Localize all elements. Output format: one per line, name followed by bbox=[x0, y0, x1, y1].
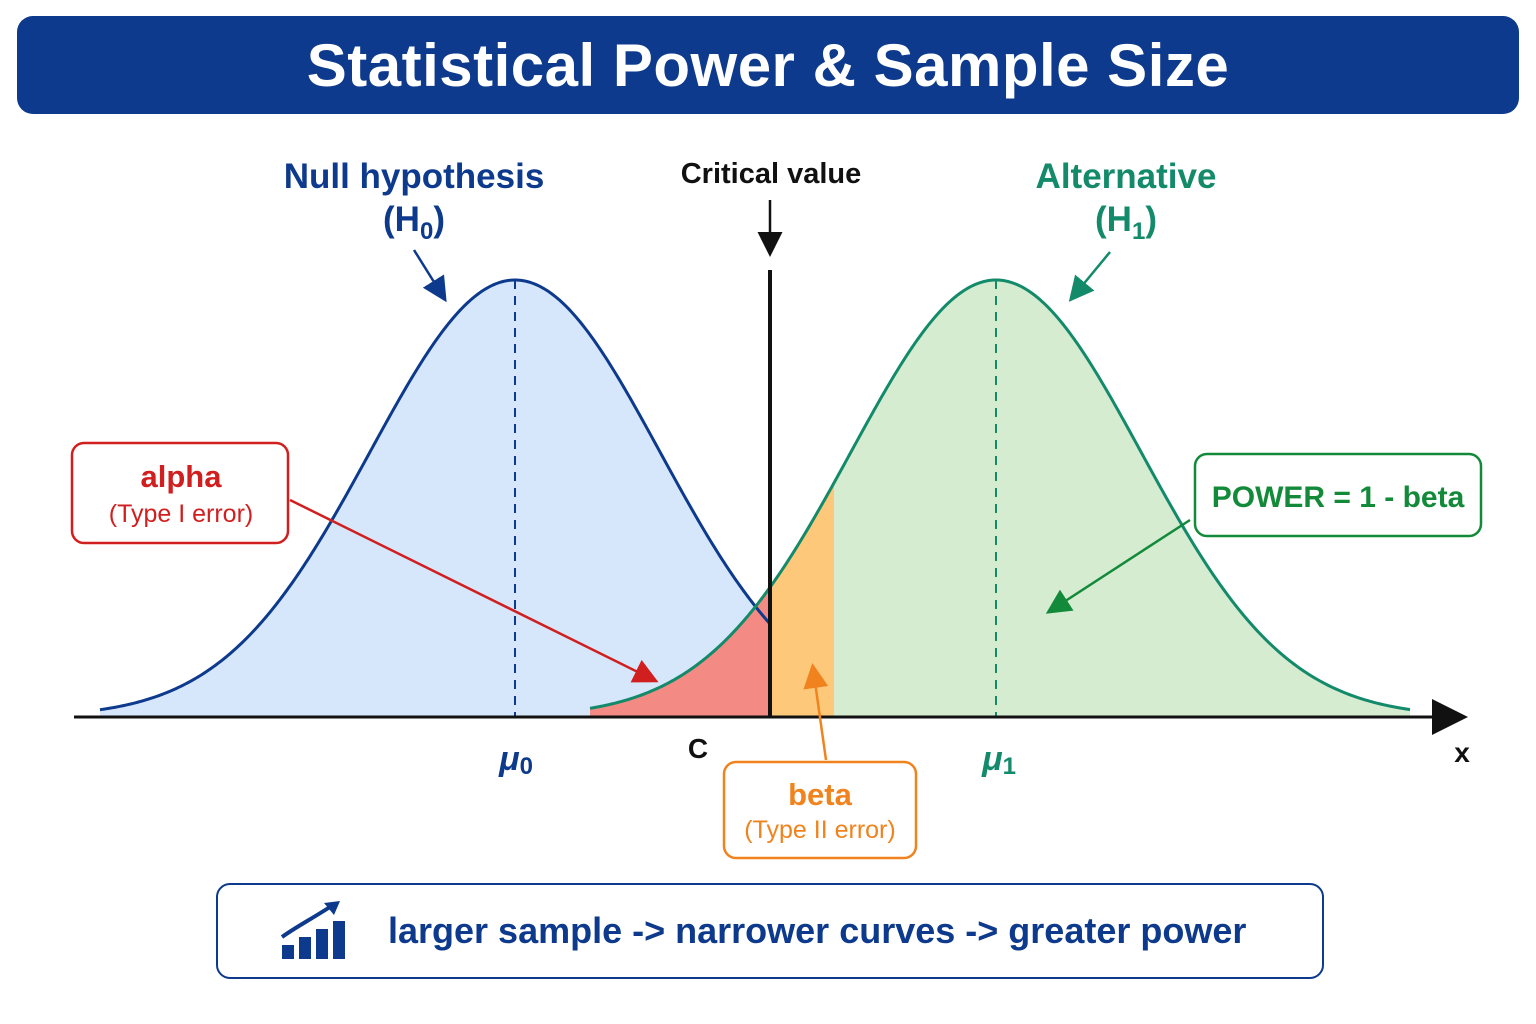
critical-c-label: C bbox=[688, 733, 708, 764]
title-banner: Statistical Power & Sample Size bbox=[17, 16, 1519, 114]
footer-note: larger sample -> narrower curves -> grea… bbox=[216, 883, 1324, 979]
alpha-subtitle: (Type I error) bbox=[109, 500, 253, 528]
power-callout-box bbox=[1193, 452, 1483, 538]
null-hypothesis-pointer bbox=[412, 249, 447, 303]
beta-region bbox=[770, 482, 834, 717]
growth-chart-icon bbox=[280, 901, 345, 959]
alpha-title: alpha bbox=[141, 459, 223, 494]
mu1-label: μ1 bbox=[981, 740, 1016, 780]
alternative-label: Alternative bbox=[1036, 157, 1217, 196]
null-distribution-fill bbox=[100, 280, 770, 717]
beta-title: beta bbox=[788, 777, 853, 812]
beta-pointer bbox=[803, 663, 829, 761]
null-hypothesis-symbol: (H0) bbox=[383, 200, 445, 245]
null-hypothesis-label: Null hypothesis bbox=[284, 157, 545, 196]
power-pointer bbox=[1045, 518, 1191, 614]
alpha-region bbox=[590, 587, 770, 717]
alternative-symbol: (H1) bbox=[1095, 200, 1157, 245]
alternative-distribution-curve bbox=[589, 278, 1411, 712]
beta-callout-box bbox=[722, 760, 918, 860]
alpha-callout-box bbox=[70, 441, 290, 545]
alternative-pointer bbox=[1068, 251, 1111, 302]
mu0-label: μ0 bbox=[498, 740, 533, 780]
footer-text: larger sample -> narrower curves -> grea… bbox=[388, 910, 1247, 951]
x-axis-label: x bbox=[1454, 737, 1470, 768]
power-region bbox=[834, 280, 1410, 717]
beta-subtitle: (Type II error) bbox=[744, 816, 895, 844]
alpha-pointer bbox=[289, 498, 659, 683]
power-title: POWER = 1 - beta bbox=[1212, 481, 1465, 514]
page-title: Statistical Power & Sample Size bbox=[306, 31, 1230, 99]
null-distribution-curve bbox=[99, 278, 772, 712]
critical-value-label: Critical value bbox=[681, 158, 862, 190]
